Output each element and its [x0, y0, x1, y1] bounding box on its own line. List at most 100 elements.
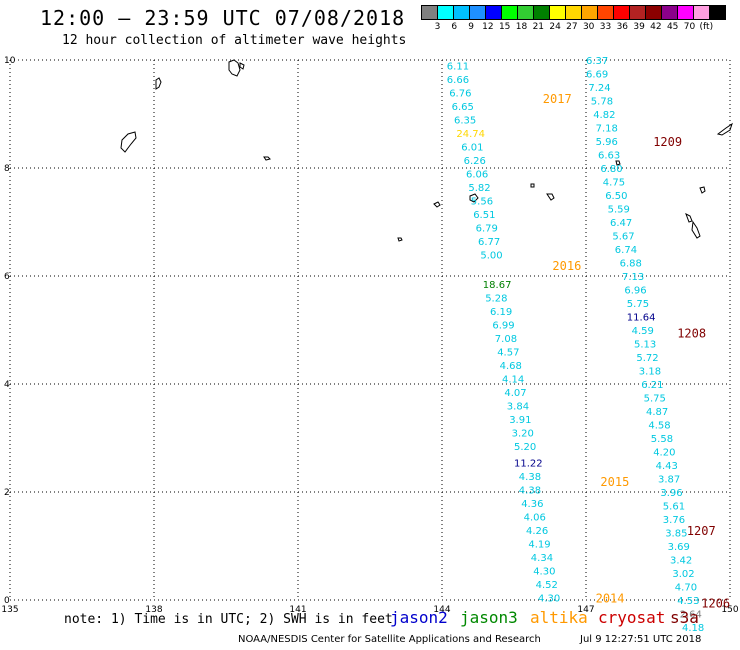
y-tick-label: 4: [4, 380, 10, 390]
x-tick-label: 141: [289, 605, 306, 615]
pass-label: 2014: [596, 591, 625, 605]
wave-height-value: 4.38: [519, 472, 541, 483]
wave-height-value: 5.67: [612, 232, 634, 243]
wave-height-value: 6.50: [605, 191, 627, 202]
wave-height-value: 4.07: [504, 388, 526, 399]
island-outline: [155, 77, 162, 90]
island-outline: [546, 193, 555, 201]
wave-height-value: 4.75: [603, 178, 625, 189]
wave-height-value: 5.75: [644, 394, 666, 405]
island-outline: [469, 193, 479, 203]
wave-height-value: 7.13: [622, 272, 644, 283]
wave-height-value: 11.64: [627, 313, 656, 324]
wave-height-value: 6.65: [452, 102, 474, 113]
color-scale-labels: 3 6 9 12 15 18 21 24 27 30 33 36 39 42 45 70 (ft): [421, 22, 740, 34]
wave-height-value: 5.61: [663, 502, 685, 513]
wave-height-value: 3.02: [672, 569, 694, 580]
y-tick-label: 0: [4, 596, 10, 606]
page-subtitle: 12 hour collection of altimeter wave hei…: [62, 33, 407, 48]
wave-height-value: 4.57: [497, 348, 519, 359]
wave-height-value: 6.37: [586, 56, 608, 67]
wave-height-value: 3.20: [512, 429, 534, 440]
timestamp-text: Jul 9 12:27:51 UTC 2018: [580, 634, 702, 645]
wave-height-value: 5.58: [651, 434, 673, 445]
wave-height-value: 6.21: [641, 380, 663, 391]
land-outlines: [120, 59, 733, 242]
legend-entry: cryosat: [598, 608, 666, 627]
wave-height-value: 4.06: [524, 512, 546, 523]
wave-height-value: 4.58: [648, 421, 670, 432]
wave-height-value: 3.84: [507, 402, 529, 413]
color-scale-label: 45: [666, 22, 679, 32]
wave-height-value: 11.22: [514, 458, 543, 469]
wave-height-value: 4.30: [533, 566, 555, 577]
y-tick-label: 10: [4, 56, 16, 66]
wave-height-value: 3.87: [658, 475, 680, 486]
pass-label: 2015: [600, 475, 629, 489]
x-tick-label: 144: [433, 605, 450, 615]
pass-label: 1208: [677, 327, 706, 341]
wave-height-value: 4.26: [526, 526, 548, 537]
island-outline: [615, 160, 621, 166]
wave-height-value: 4.43: [656, 461, 678, 472]
color-scale-label: 24: [549, 22, 561, 32]
wave-height-value: 24.74: [456, 129, 485, 140]
wave-height-value: 6.88: [620, 259, 642, 270]
x-tick-label: 150: [721, 605, 738, 615]
wave-height-value: 7.24: [588, 83, 610, 94]
wave-height-value: 6.99: [492, 321, 514, 332]
wave-height-value: 3.69: [668, 542, 690, 553]
color-scale-label: 39: [633, 22, 645, 32]
color-swatch: [709, 5, 726, 20]
wave-height-value: 4.30: [538, 593, 560, 604]
wave-height-value: 5.28: [485, 294, 507, 305]
color-scale-label: 18: [515, 22, 528, 32]
island-outline: [120, 131, 137, 153]
color-scale-label: 3: [434, 22, 441, 32]
wave-height-value: 6.11: [447, 61, 469, 72]
wave-height-value: 5.13: [634, 340, 656, 351]
wave-height-value: 6.63: [598, 151, 620, 162]
wave-height-value: 5.00: [480, 250, 502, 261]
wave-height-value: 3.96: [660, 488, 682, 499]
island-outline: [263, 156, 271, 161]
wave-height-value: 3.76: [663, 515, 685, 526]
wave-height-value: 4.36: [521, 499, 543, 510]
wave-height-value: 5.96: [596, 137, 618, 148]
wave-height-value: 6.26: [464, 156, 486, 167]
wave-height-value: 4.18: [682, 623, 704, 634]
wave-height-value: 5.72: [636, 353, 658, 364]
x-tick-label: 138: [145, 605, 162, 615]
pass-label: 2017: [543, 92, 572, 106]
color-scale-label: 30: [582, 22, 595, 32]
wave-height-value: 5.56: [471, 196, 493, 207]
wave-height-value: 5.75: [627, 299, 649, 310]
island-outline: [433, 201, 441, 208]
credit-text: NOAA/NESDIS Center for Satellite Applica…: [238, 634, 541, 645]
wave-height-value: 2.64: [680, 610, 702, 621]
wave-height-value: 7.18: [596, 124, 618, 135]
wave-height-value: 7.08: [495, 334, 517, 345]
wave-height-value: 18.67: [483, 280, 512, 291]
y-tick-label: 8: [4, 164, 10, 174]
wave-height-value: 6.01: [461, 142, 483, 153]
pass-label: 1206: [701, 597, 730, 611]
color-scale-label: 6: [451, 22, 458, 32]
wave-height-value: 3.18: [639, 367, 661, 378]
x-tick-label: 147: [577, 605, 594, 615]
wave-height-value: 6.19: [490, 307, 512, 318]
wave-height-value: 4.87: [646, 407, 668, 418]
pass-labels: 2017 2016 2015 2014 1209 1208 1207 1206: [543, 92, 730, 611]
color-scale-label: 27: [566, 22, 578, 32]
wave-height-value: 6.35: [454, 115, 476, 126]
wave-height-value: 4.20: [653, 448, 675, 459]
wave-height-value: 5.59: [608, 205, 630, 216]
wave-height-value: 4.34: [531, 553, 553, 564]
footer-note: note: 1) Time is in UTC; 2) SWH is in fe…: [64, 612, 393, 627]
wave-height-value: 5.82: [468, 183, 490, 194]
legend-entry: altika: [530, 608, 588, 627]
data-points: 6.11 6.66 6.76 6.65 6.35 24.74 6.01 6.26 6.06 5.8…: [447, 56, 704, 634]
axis-ticks: 135 138 141 144 147 150 0 2 4 6 8 10: [1, 56, 738, 615]
wave-height-value: 4.52: [536, 580, 558, 591]
color-scale-label: 70: [683, 22, 696, 32]
